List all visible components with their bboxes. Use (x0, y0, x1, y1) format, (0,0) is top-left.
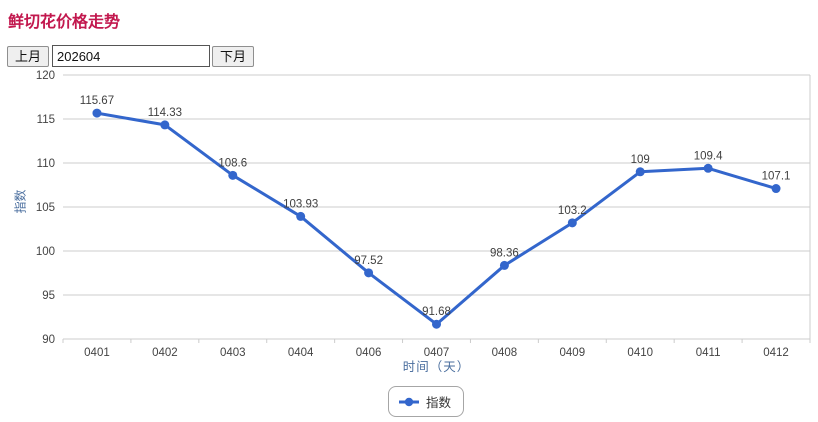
data-point[interactable] (771, 184, 781, 194)
x-tick-label: 0411 (696, 347, 721, 359)
prev-month-button[interactable]: 上月 (7, 45, 50, 67)
month-navigation: 上月 下月 (7, 45, 255, 67)
data-point-label: 114.33 (148, 107, 182, 119)
y-tick-label: 100 (36, 246, 55, 258)
x-tick-label: 0401 (84, 347, 110, 359)
data-point[interactable] (635, 167, 645, 177)
data-point-label: 115.67 (80, 95, 114, 107)
y-tick-label: 95 (42, 290, 55, 302)
data-point[interactable] (296, 211, 306, 221)
y-tick-label: 110 (37, 158, 55, 170)
legend-series-marker-icon (399, 397, 419, 406)
y-tick-label: 115 (37, 114, 55, 126)
page-title: 鲜切花价格走势 (8, 14, 121, 31)
data-point-label: 103.2 (558, 205, 587, 217)
x-tick-label: 0409 (560, 347, 586, 359)
data-point[interactable] (703, 163, 713, 173)
x-tick-label: 0402 (152, 347, 178, 359)
x-tick-label: 0410 (627, 347, 653, 359)
x-tick-label: 0412 (763, 347, 789, 359)
data-point-label: 91.68 (422, 306, 451, 318)
x-tick-label: 0403 (220, 347, 246, 359)
x-axis-title: 时间（天） (402, 360, 471, 374)
data-point-label: 108.6 (218, 157, 247, 169)
y-tick-label: 90 (42, 334, 55, 346)
data-point[interactable] (432, 319, 441, 329)
legend-item-index[interactable]: 指数 (388, 386, 465, 417)
y-tick-label: 105 (36, 202, 55, 214)
data-point-label: 97.52 (354, 255, 383, 267)
data-point-label: 109 (631, 154, 650, 166)
data-point[interactable] (228, 170, 238, 180)
x-tick-label: 0407 (424, 347, 450, 359)
next-month-button[interactable]: 下月 (212, 45, 255, 67)
data-point[interactable] (567, 218, 577, 228)
series-line (95, 111, 778, 326)
data-point[interactable] (499, 260, 509, 270)
legend-label: 指数 (426, 396, 452, 410)
data-point[interactable] (92, 108, 102, 118)
data-point-label: 98.36 (490, 247, 519, 259)
x-tick-label: 0404 (288, 347, 314, 359)
data-point-label: 107.1 (762, 171, 791, 183)
data-point-label: 109.4 (694, 150, 723, 162)
y-tick-label: 120 (36, 70, 55, 82)
data-point[interactable] (160, 120, 170, 130)
data-point-label: 103.93 (283, 198, 318, 210)
x-tick-label: 0408 (492, 347, 518, 359)
month-input[interactable] (52, 45, 211, 67)
x-tick-label: 0406 (356, 347, 382, 359)
data-point[interactable] (364, 268, 374, 278)
y-axis-title: 指数 (13, 189, 28, 214)
